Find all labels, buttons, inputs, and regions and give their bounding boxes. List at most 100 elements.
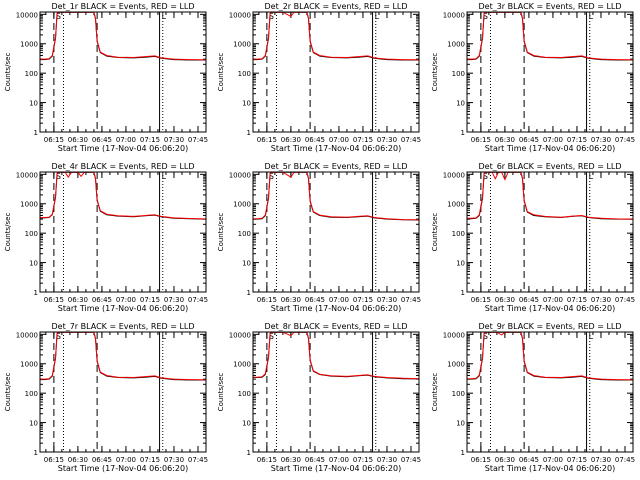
y-tick-label: 100 (452, 230, 465, 238)
annotation-S: S (269, 172, 274, 181)
plot-frame (39, 171, 207, 293)
chart-title: Det_1r BLACK = Events, RED = LLD (51, 2, 194, 11)
series-group (253, 332, 419, 380)
annotation-L: L (589, 172, 594, 181)
x-tick-label: 06:15 (471, 456, 491, 464)
series-line-lld (40, 172, 206, 220)
plot-frame (39, 331, 207, 453)
panel-8: Det_8r BLACK = Events, RED = LLD Counts/s… (217, 322, 421, 473)
x-tick-label: 06:15 (471, 296, 491, 304)
x-tick-label: 07:45 (615, 136, 635, 144)
y-tick-label: 1000 (20, 41, 38, 49)
x-tick-label: 07:30 (164, 136, 184, 144)
panel-6: Det_6r BLACK = Events, RED = LLD Counts/s… (431, 162, 635, 313)
series-group (40, 332, 206, 381)
y-tick-label: 10 (242, 420, 251, 428)
annotation-S: S (269, 12, 274, 21)
series-line-lld (40, 12, 206, 61)
y-tick-label: 10000 (229, 331, 251, 339)
x-tick-label: 07:15 (567, 136, 587, 144)
y-tick-label: 1 (461, 289, 465, 297)
y-tick-label: 10 (29, 420, 38, 428)
series-group (253, 12, 419, 61)
x-tick-label: 07:30 (377, 136, 397, 144)
y-tick-label: 1 (34, 289, 38, 297)
x-axis-label: Start Time (17-Nov-04 06:06:20) (271, 304, 401, 313)
x-tick-label: 06:15 (44, 296, 64, 304)
y-axis-label: Counts/sec (217, 53, 225, 92)
series-line-lld (467, 332, 633, 381)
series-line-events (467, 332, 633, 381)
x-tick-label: 06:45 (92, 296, 112, 304)
panel-1: Det_1r BLACK = Events, RED = LLD Counts/s… (4, 2, 208, 153)
x-tick-label: 07:00 (329, 136, 349, 144)
y-tick-label: 10000 (229, 171, 251, 179)
y-tick-label: 1000 (447, 201, 465, 209)
x-tick-label: 07:15 (567, 296, 587, 304)
y-axis-label: Counts/sec (431, 213, 439, 252)
y-tick-label: 100 (25, 230, 38, 238)
panel-7: Det_7r BLACK = Events, RED = LLD Counts/s… (4, 322, 208, 473)
y-tick-label: 100 (452, 390, 465, 398)
y-tick-label: 10000 (443, 331, 465, 339)
y-tick-label: 10000 (16, 171, 38, 179)
y-tick-label: 1 (247, 129, 251, 137)
chart-title: Det_7r BLACK = Events, RED = LLD (51, 322, 194, 331)
x-tick-label: 06:45 (519, 136, 539, 144)
panel-2: Det_2r BLACK = Events, RED = LLD Counts/s… (217, 2, 421, 153)
plot-frame (466, 11, 634, 133)
series-group (40, 12, 206, 61)
x-axis-label: Start Time (17-Nov-04 06:06:20) (58, 304, 188, 313)
series-line-events (253, 12, 419, 61)
series-group (40, 172, 206, 220)
y-tick-label: 1000 (447, 361, 465, 369)
y-tick-label: 10 (29, 260, 38, 268)
y-tick-label: 10 (242, 260, 251, 268)
y-tick-label: 1 (247, 449, 251, 457)
x-tick-label: 06:30 (495, 296, 515, 304)
x-tick-label: 06:30 (281, 136, 301, 144)
y-tick-label: 10000 (443, 171, 465, 179)
x-tick-label: 07:00 (116, 296, 136, 304)
x-tick-label: 07:15 (353, 136, 373, 144)
x-tick-label: 07:45 (401, 296, 421, 304)
x-tick-label: 06:15 (257, 136, 277, 144)
x-tick-label: 07:45 (401, 456, 421, 464)
x-tick-label: 07:00 (329, 456, 349, 464)
x-axis-label: Start Time (17-Nov-04 06:06:20) (271, 464, 401, 473)
series-line-events (253, 172, 419, 221)
series-line-events (253, 332, 419, 380)
x-tick-label: 06:30 (68, 296, 88, 304)
y-tick-label: 10 (456, 100, 465, 108)
y-tick-label: 10000 (443, 11, 465, 19)
y-tick-label: 100 (238, 70, 251, 78)
x-tick-label: 06:30 (495, 136, 515, 144)
series-group (467, 332, 633, 381)
plot-frame (252, 11, 420, 133)
series-group (467, 12, 633, 61)
x-axis-label: Start Time (17-Nov-04 06:06:20) (58, 464, 188, 473)
y-tick-label: 1 (461, 129, 465, 137)
x-tick-label: 07:00 (543, 456, 563, 464)
panel-5: Det_5r BLACK = Events, RED = LLD Counts/s… (217, 162, 421, 313)
x-tick-label: 07:30 (591, 296, 611, 304)
y-tick-label: 1000 (20, 201, 38, 209)
x-tick-label: 06:45 (305, 136, 325, 144)
x-tick-label: 07:45 (188, 136, 208, 144)
y-tick-label: 1000 (233, 41, 251, 49)
y-tick-label: 10 (242, 100, 251, 108)
series-line-lld (40, 332, 206, 381)
annotation-L: L (589, 12, 594, 21)
series-line-events (467, 172, 633, 220)
series-line-lld (253, 332, 419, 380)
annotation-S: S (483, 332, 488, 341)
series-group (253, 172, 419, 221)
x-tick-label: 06:15 (257, 456, 277, 464)
x-axis-label: Start Time (17-Nov-04 06:06:20) (58, 144, 188, 153)
x-tick-label: 06:45 (519, 296, 539, 304)
chart-title: Det_6r BLACK = Events, RED = LLD (478, 162, 621, 171)
annotation-L: L (589, 332, 594, 341)
x-tick-label: 06:45 (92, 456, 112, 464)
x-tick-label: 07:15 (353, 296, 373, 304)
x-tick-label: 06:45 (305, 456, 325, 464)
